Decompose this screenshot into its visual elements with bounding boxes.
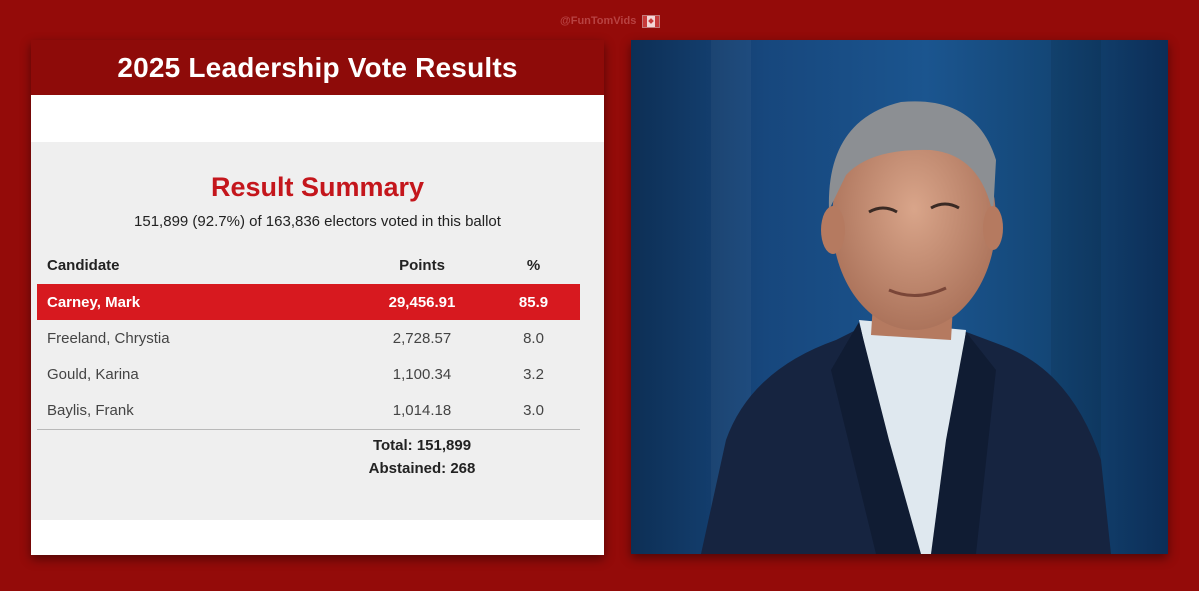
candidate-points: 2,728.57: [392, 329, 452, 347]
portrait-illustration: [701, 40, 1111, 554]
summary-title: Result Summary: [210, 172, 425, 202]
total-votes: Total: 151,899: [372, 437, 472, 454]
results-table: Candidate Points % Carney, Mark 29,456.9…: [37, 250, 580, 430]
candidate-name: Baylis, Frank: [47, 401, 134, 419]
candidate-points: 29,456.91: [388, 293, 456, 311]
table-divider: [37, 429, 580, 430]
candidate-percent: 3.2: [523, 365, 544, 383]
candidate-percent: 8.0: [523, 329, 544, 347]
candidate-points: 1,100.34: [392, 365, 452, 383]
table-row-winner: Carney, Mark 29,456.91 85.9: [37, 284, 580, 320]
candidate-percent: 85.9: [518, 293, 549, 311]
abstained-votes: Abstained: 268: [368, 460, 476, 477]
candidate-name: Gould, Karina: [47, 365, 139, 383]
summary-subtitle: 151,899 (92.7%) of 163,836 electors vote…: [134, 213, 501, 230]
table-row: Gould, Karina 1,100.34 3.2: [37, 356, 580, 392]
candidate-name: Freeland, Chrystia: [47, 329, 170, 347]
summary-panel: Result Summary 151,899 (92.7%) of 163,83…: [31, 142, 604, 520]
column-header-percent: %: [526, 256, 541, 274]
totals-block: Total: 151,899 Abstained: 268: [357, 434, 487, 480]
results-card: 2025 Leadership Vote Results Result Summ…: [31, 40, 604, 555]
watermark-handle: @FunTomVids: [560, 12, 680, 30]
handle-text: @FunTomVids: [560, 15, 637, 27]
canada-flag-icon: [642, 14, 661, 28]
table-row: Freeland, Chrystia 2,728.57 8.0: [37, 320, 580, 356]
candidate-photo: [631, 40, 1168, 554]
column-header-candidate: Candidate: [47, 256, 120, 274]
column-header-points: Points: [399, 256, 445, 274]
card-title: 2025 Leadership Vote Results: [31, 40, 604, 95]
table-header-row: Candidate Points %: [37, 250, 580, 280]
candidate-percent: 3.0: [523, 401, 544, 419]
candidate-name: Carney, Mark: [47, 293, 141, 311]
table-row: Baylis, Frank 1,014.18 3.0: [37, 392, 580, 428]
candidate-points: 1,014.18: [392, 401, 452, 419]
